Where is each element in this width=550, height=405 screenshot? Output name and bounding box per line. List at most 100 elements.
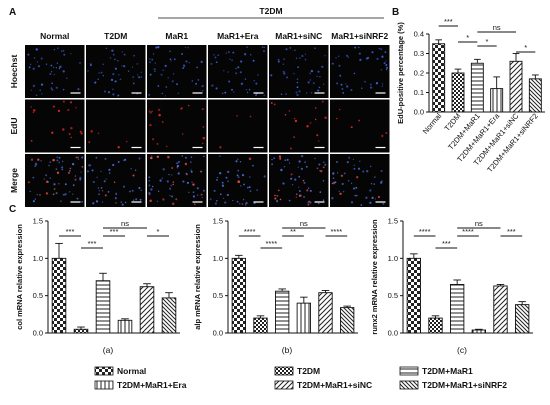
- nucleus-dot: [201, 84, 204, 88]
- edu-dot: [157, 108, 161, 112]
- edu-dot: [37, 158, 40, 161]
- nucleus-dot: [115, 192, 117, 195]
- nucleus-dot: [62, 193, 65, 196]
- nucleus-dot: [219, 193, 222, 196]
- edu-dot: [132, 174, 135, 177]
- nucleus-dot: [160, 73, 163, 76]
- nucleus-dot: [291, 184, 294, 186]
- edu-dot: [236, 115, 238, 117]
- nucleus-dot: [286, 158, 289, 161]
- nucleus-dot: [353, 167, 356, 170]
- edu-dot: [339, 192, 342, 196]
- nucleus-dot: [371, 196, 374, 200]
- nucleus-dot: [318, 86, 321, 89]
- nucleus-dot: [237, 169, 240, 172]
- nucleus-dot: [353, 187, 356, 190]
- nucleus-dot: [39, 89, 42, 92]
- nucleus-dot: [190, 161, 192, 164]
- micrograph-tile: [25, 99, 85, 153]
- nucleus-dot: [378, 47, 380, 50]
- nucleus-dot: [298, 175, 301, 178]
- nucleus-dot: [56, 159, 59, 162]
- nucleus-dot: [282, 63, 285, 65]
- nucleus-dot: [55, 168, 58, 170]
- edu-dot: [80, 132, 83, 135]
- bar-chart-B: 0.0 0.1 0.2 0.3 0.4 EdU-positive percentage (…: [396, 17, 545, 174]
- edu-dot: [306, 125, 309, 128]
- significance-label: ****: [462, 227, 474, 236]
- nucleus-dot: [108, 168, 111, 171]
- significance-label: ns: [300, 219, 308, 228]
- nucleus-dot: [102, 63, 105, 66]
- nucleus-dot: [211, 84, 214, 87]
- nucleus-dot: [79, 62, 81, 64]
- y-tick-label: 0.4: [414, 30, 424, 39]
- nucleus-dot: [92, 202, 95, 205]
- nucleus-dot: [105, 47, 107, 49]
- edu-dot: [149, 123, 152, 127]
- significance-label: ns: [493, 23, 501, 32]
- micrograph-background: [86, 99, 146, 153]
- nucleus-dot: [112, 88, 114, 91]
- bar-t2dm-mar1-sinrf2: [515, 304, 530, 334]
- nucleus-dot: [245, 89, 248, 91]
- nucleus-dot: [219, 155, 221, 157]
- edu-dot: [167, 155, 170, 159]
- nucleus-dot: [298, 186, 300, 188]
- nucleus-dot: [51, 82, 53, 84]
- nucleus-dot: [166, 180, 169, 183]
- nucleus-dot: [295, 91, 298, 94]
- nucleus-dot: [355, 186, 358, 189]
- edu-dot: [316, 167, 319, 170]
- edu-dot: [74, 178, 77, 181]
- legend-swatch: [94, 366, 114, 376]
- nucleus-dot: [149, 61, 152, 64]
- nucleus-dot: [62, 49, 65, 52]
- edu-dot: [288, 110, 291, 112]
- significance-label: ***: [444, 17, 453, 26]
- nucleus-dot: [151, 58, 154, 61]
- edu-dot: [187, 104, 190, 107]
- nucleus-dot: [307, 187, 310, 189]
- edu-dot: [117, 146, 120, 149]
- nucleus-dot: [285, 48, 288, 51]
- nucleus-dot: [72, 184, 75, 187]
- nucleus-dot: [263, 94, 265, 96]
- panel-sublabel: (a): [103, 345, 114, 355]
- nucleus-dot: [286, 76, 289, 79]
- nucleus-dot: [27, 53, 30, 56]
- nucleus-dot: [58, 156, 61, 159]
- column-label: T2DM: [104, 31, 127, 41]
- nucleus-dot: [173, 58, 176, 61]
- nucleus-dot: [53, 183, 56, 186]
- nucleus-dot: [107, 91, 111, 94]
- nucleus-dot: [340, 83, 343, 86]
- nucleus-dot: [336, 172, 339, 174]
- nucleus-dot: [63, 53, 66, 56]
- nucleus-dot: [323, 161, 325, 163]
- column-label: MaR1+siNRF2: [331, 31, 388, 41]
- nucleus-dot: [249, 176, 251, 178]
- nucleus-dot: [57, 47, 59, 49]
- nucleus-dot: [161, 92, 164, 95]
- nucleus-dot: [97, 187, 100, 189]
- nucleus-dot: [309, 189, 312, 192]
- nucleus-dot: [55, 67, 57, 69]
- nucleus-dot: [34, 163, 38, 166]
- nucleus-dot: [98, 193, 100, 196]
- nucleus-dot: [385, 60, 387, 62]
- edu-dot: [307, 203, 310, 206]
- bar-t2dm: [451, 72, 465, 113]
- nucleus-dot: [150, 188, 153, 191]
- nucleus-dot: [319, 191, 322, 193]
- nucleus-dot: [227, 180, 229, 182]
- nucleus-dot: [215, 61, 218, 64]
- nucleus-dot: [213, 54, 215, 56]
- micrograph-background: [86, 45, 146, 98]
- nucleus-dot: [196, 66, 198, 69]
- edu-dot: [81, 165, 84, 168]
- nucleus-dot: [243, 183, 245, 186]
- edu-dot: [336, 117, 338, 120]
- nucleus-dot: [297, 66, 299, 68]
